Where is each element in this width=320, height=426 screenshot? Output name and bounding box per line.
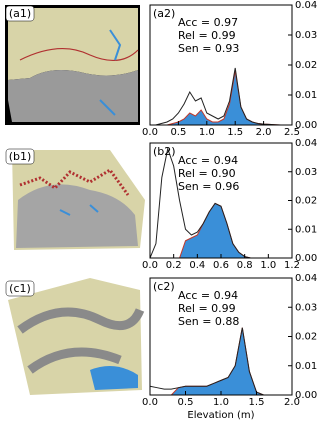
y-tick-label: 0.00 bbox=[295, 390, 317, 401]
map-terrain bbox=[8, 70, 138, 122]
map-water bbox=[90, 366, 138, 390]
x-tick-label: 0.2 bbox=[166, 260, 182, 271]
x-tick-label: 2.5 bbox=[284, 127, 300, 138]
y-tick-label: 0.02 bbox=[295, 60, 317, 71]
map-label: (c1) bbox=[9, 282, 31, 295]
label-box bbox=[5, 5, 35, 22]
map-floodplain bbox=[8, 8, 138, 80]
y-tick-label: 0.03 bbox=[295, 167, 317, 178]
annotation: Acc = 0.94 bbox=[178, 289, 238, 302]
map-label: (b1) bbox=[9, 150, 32, 163]
annotation: Rel = 0.90 bbox=[178, 167, 236, 180]
x-tick-label: 0.5 bbox=[170, 127, 186, 138]
y-tick-label: 0.04 bbox=[295, 273, 317, 284]
x-tick-label: 0.8 bbox=[237, 260, 253, 271]
x-tick-label: 0.0 bbox=[142, 260, 158, 271]
x-tick-label: 0.0 bbox=[142, 127, 158, 138]
area bbox=[150, 327, 292, 395]
x-tick-label: 1.0 bbox=[213, 397, 229, 408]
x-tick-label: 0.6 bbox=[213, 260, 229, 271]
x-tick-label: 0.0 bbox=[142, 397, 158, 408]
y-tick-label: 0.00 bbox=[295, 120, 317, 131]
x-axis-label: Elevation (m) bbox=[187, 410, 254, 421]
map-a1 bbox=[5, 5, 140, 125]
panel-label: (b2) bbox=[153, 145, 176, 158]
y-tick-label: 0.03 bbox=[295, 30, 317, 41]
panel-label: (a2) bbox=[153, 7, 175, 20]
x-tick-label: 1.5 bbox=[227, 127, 243, 138]
map-terrain bbox=[16, 184, 138, 248]
x-tick-label: 1.5 bbox=[249, 397, 265, 408]
x-tick-label: 2.0 bbox=[284, 397, 300, 408]
x-tick-label: 0.4 bbox=[189, 260, 205, 271]
map-b1 bbox=[12, 150, 145, 250]
map-c1 bbox=[8, 278, 145, 395]
y-tick-label: 0.04 bbox=[295, 138, 317, 149]
annotation: Sen = 0.96 bbox=[178, 180, 239, 193]
annotation: Acc = 0.97 bbox=[178, 16, 238, 29]
map-edge bbox=[19, 168, 130, 196]
annotation: Rel = 0.99 bbox=[178, 29, 236, 42]
annotation: Acc = 0.94 bbox=[178, 154, 238, 167]
y-tick-label: 0.04 bbox=[295, 0, 317, 11]
x-tick-label: 1.0 bbox=[260, 260, 276, 271]
x-tick-label: 1.2 bbox=[284, 260, 300, 271]
map-channel bbox=[17, 307, 145, 374]
y-tick-label: 0.02 bbox=[295, 196, 317, 207]
y-tick-label: 0.01 bbox=[295, 361, 317, 372]
x-tick-label: 2.0 bbox=[256, 127, 272, 138]
y-tick-label: 0.01 bbox=[295, 90, 317, 101]
area bbox=[150, 71, 292, 125]
annotation: Sen = 0.88 bbox=[178, 315, 239, 328]
line bbox=[150, 67, 292, 126]
label-box bbox=[5, 280, 35, 297]
annotation: Sen = 0.93 bbox=[178, 42, 239, 55]
x-tick-label: 0.5 bbox=[178, 397, 194, 408]
x-tick-label: 1.0 bbox=[199, 127, 215, 138]
map-label: (a1) bbox=[9, 7, 31, 20]
map-river bbox=[19, 47, 139, 61]
map-water bbox=[99, 29, 122, 116]
y-tick-label: 0.00 bbox=[295, 253, 317, 264]
y-tick-label: 0.02 bbox=[295, 332, 317, 343]
line bbox=[150, 70, 292, 126]
area bbox=[150, 203, 292, 258]
y-tick-label: 0.01 bbox=[295, 224, 317, 235]
map-labels: (a1) (b1) (c1) bbox=[5, 5, 35, 297]
y-tick-label: 0.03 bbox=[295, 302, 317, 313]
label-box bbox=[5, 148, 35, 165]
annotation: Rel = 0.99 bbox=[178, 302, 236, 315]
map-water bbox=[59, 204, 99, 216]
panel-label: (c2) bbox=[153, 280, 175, 293]
